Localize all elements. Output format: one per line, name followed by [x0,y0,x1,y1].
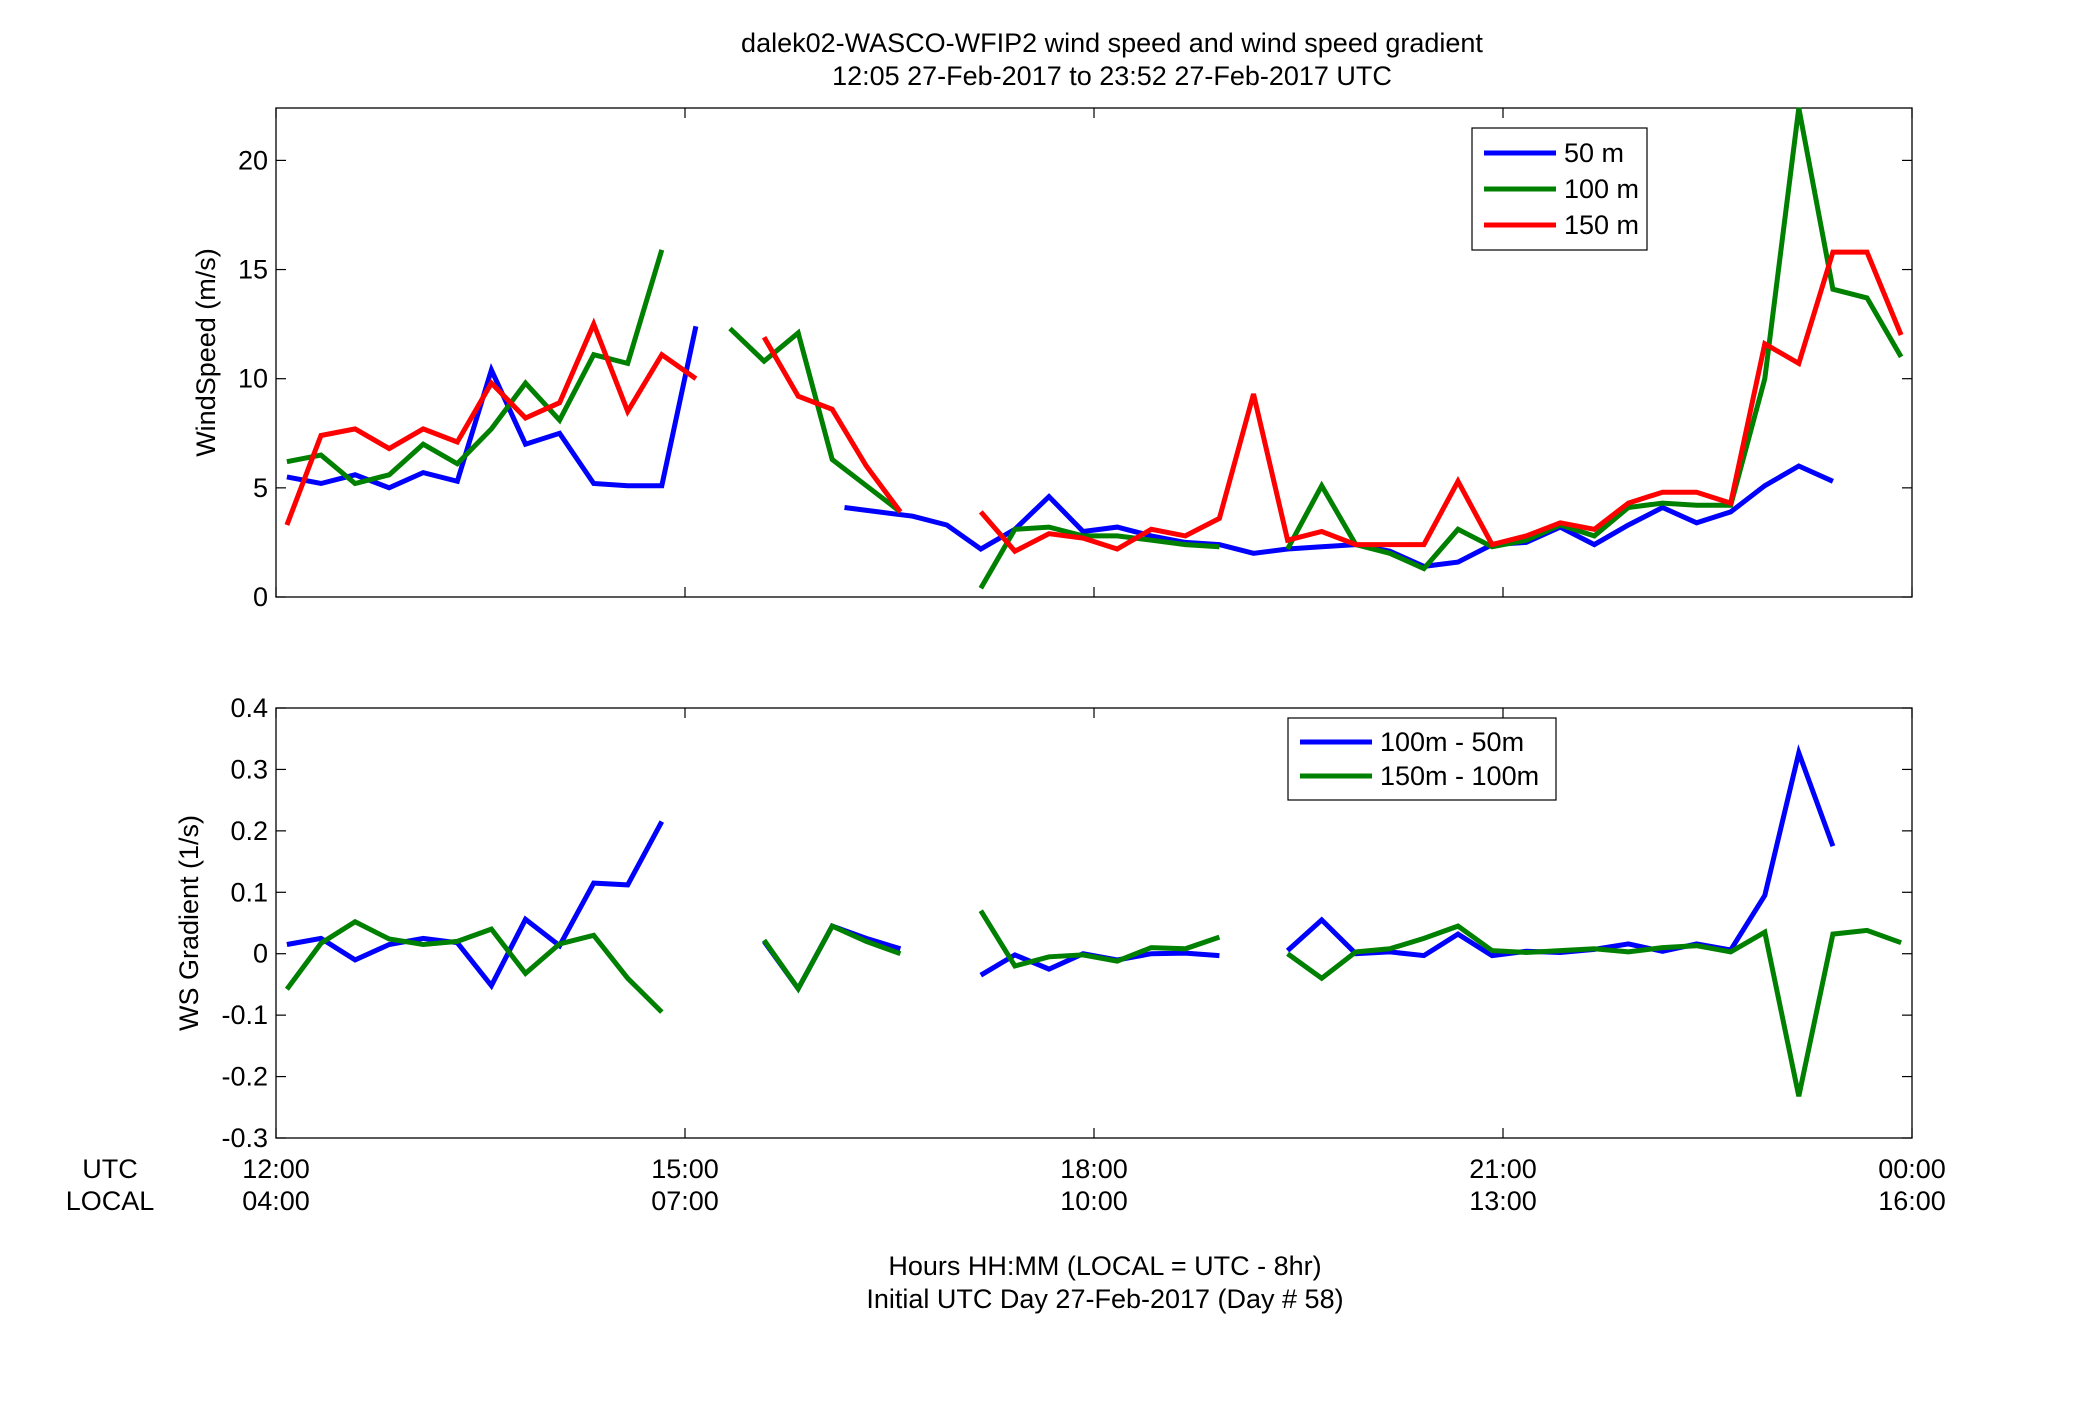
x-axis-label-line1: Hours HH:MM (LOCAL = UTC - 8hr) [888,1251,1321,1281]
x-tick-label-local: 13:00 [1469,1186,1537,1216]
y-tick-label: 0.3 [230,754,268,784]
x-tick-label-utc: 18:00 [1060,1154,1128,1184]
series-line-1 [286,325,1834,569]
y-tick-label: 0.2 [230,816,268,846]
local-row-label: LOCAL [66,1186,155,1216]
y-tick-label: 0 [253,939,268,969]
x-tick-label-local: 07:00 [651,1186,719,1216]
series-line-2 [284,909,1902,1097]
y-tick-label: -0.1 [221,1000,268,1030]
x-axis-label-line2: Initial UTC Day 27-Feb-2017 (Day # 58) [866,1284,1343,1314]
y-tick-label: 0.1 [230,877,268,907]
y-tick-label: -0.3 [221,1123,268,1153]
legend-label-2: 150m - 100m [1380,761,1539,791]
series-line-2 [286,107,1904,590]
y-axis-label: WindSpeed (m/s) [191,248,221,457]
y-tick-label: 0.4 [230,693,268,723]
legend-box [1287,717,1557,801]
legend-label-1: 100m - 50m [1380,727,1524,757]
legend-label-3: 150 m [1564,210,1639,240]
x-tick-label-utc: 12:00 [242,1154,310,1184]
x-tick-label-utc: 21:00 [1469,1154,1537,1184]
y-tick-label: -0.2 [221,1062,268,1092]
gradient-panel: -0.3 -0.2 -0.1 0 0.1 0.2 0.3 0.4 WS Gradient (1/… [174,693,1913,1153]
legend-label-1: 50 m [1564,138,1624,168]
chart-title-line2: 12:05 27-Feb-2017 to 23:52 27-Feb-2017 U… [832,61,1392,91]
y-tick-label: 15 [238,255,268,285]
y-tick-label: 10 [238,364,268,394]
x-tick-label-utc: 15:00 [651,1154,719,1184]
y-tick-label: 0 [253,582,268,612]
y-axis-label: WS Gradient (1/s) [174,815,204,1031]
x-tick-label-local: 16:00 [1878,1186,1946,1216]
legend: 50 m 100 m 150 m [1471,127,1648,251]
y-tick-label: 5 [253,473,268,503]
x-tick-label-local: 04:00 [242,1186,310,1216]
wind-speed-panel: 0 5 10 15 20 WindSpeed (m/s) 50 m 100 m 150 m [191,107,1913,612]
plot-frame [275,107,1913,598]
utc-row-label: UTC [82,1154,138,1184]
legend-label-2: 100 m [1564,174,1639,204]
x-tick-label-local: 10:00 [1060,1186,1128,1216]
legend: 100m - 50m 150m - 100m [1287,717,1557,801]
y-tick-label: 20 [238,145,268,175]
x-tick-label-utc: 00:00 [1878,1154,1946,1184]
chart-title-line1: dalek02-WASCO-WFIP2 wind speed and wind … [741,28,1483,58]
series-line-3 [284,249,1904,555]
